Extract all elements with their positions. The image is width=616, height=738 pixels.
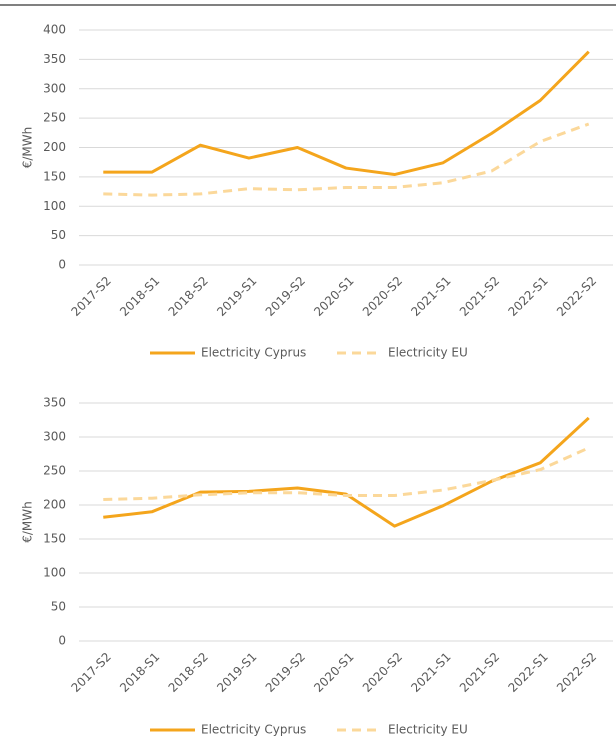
x-tick-label: 2019-S2 xyxy=(263,274,308,319)
y-tick-label: 50 xyxy=(51,228,66,242)
y-tick-label: 100 xyxy=(43,199,66,213)
x-tick-label: 2020-S2 xyxy=(360,274,405,319)
y-tick-label: 200 xyxy=(43,140,66,154)
y-tick-label: 350 xyxy=(43,52,66,66)
y-tick-label: 400 xyxy=(43,23,66,37)
y-tick-label: 250 xyxy=(43,111,66,125)
y-tick-label: 50 xyxy=(51,600,66,614)
x-tick-label: 2017-S2 xyxy=(69,274,114,319)
x-tick-label: 2022-S2 xyxy=(554,650,599,695)
series-line xyxy=(103,50,590,177)
x-tick-label: 2020-S1 xyxy=(311,650,356,695)
legend-label: Electricity EU xyxy=(388,723,468,737)
x-tick-label: 2020-S2 xyxy=(360,650,405,695)
legend-label: Electricity Cyprus xyxy=(201,346,306,360)
series-line xyxy=(103,416,590,528)
x-tick-label: 2020-S1 xyxy=(311,274,356,319)
x-tick-label: 2019-S1 xyxy=(214,650,259,695)
x-tick-label: 2019-S1 xyxy=(214,274,259,319)
y-tick-label: 100 xyxy=(43,566,66,580)
x-tick-label: 2022-S2 xyxy=(554,274,599,319)
x-tick-label: 2018-S2 xyxy=(166,650,211,695)
legend-label: Electricity EU xyxy=(388,346,468,360)
x-tick-label: 2018-S1 xyxy=(117,650,162,695)
y-tick-label: 300 xyxy=(43,81,66,95)
y-tick-label: 300 xyxy=(43,430,66,444)
x-tick-label: 2022-S1 xyxy=(505,274,550,319)
y-tick-label: 0 xyxy=(58,258,66,272)
x-tick-label: 2018-S1 xyxy=(117,274,162,319)
y-tick-label: 250 xyxy=(43,464,66,478)
legend-label: Electricity Cyprus xyxy=(201,723,306,737)
y-tick-label: 150 xyxy=(43,169,66,183)
x-tick-label: 2022-S1 xyxy=(505,650,550,695)
y-tick-label: 150 xyxy=(43,532,66,546)
x-tick-label: 2021-S1 xyxy=(408,274,453,319)
y-tick-label: 0 xyxy=(58,634,66,648)
series-line xyxy=(103,122,590,197)
x-tick-label: 2017-S2 xyxy=(69,650,114,695)
x-tick-label: 2021-S2 xyxy=(457,274,502,319)
series-line xyxy=(103,446,590,502)
x-tick-label: 2021-S1 xyxy=(408,650,453,695)
x-tick-label: 2018-S2 xyxy=(166,274,211,319)
y-axis-title: €/MWh xyxy=(21,501,35,543)
y-tick-label: 200 xyxy=(43,498,66,512)
y-tick-label: 350 xyxy=(43,396,66,410)
y-axis-title: €/MWh xyxy=(21,127,35,169)
x-tick-label: 2019-S2 xyxy=(263,650,308,695)
x-tick-label: 2021-S2 xyxy=(457,650,502,695)
